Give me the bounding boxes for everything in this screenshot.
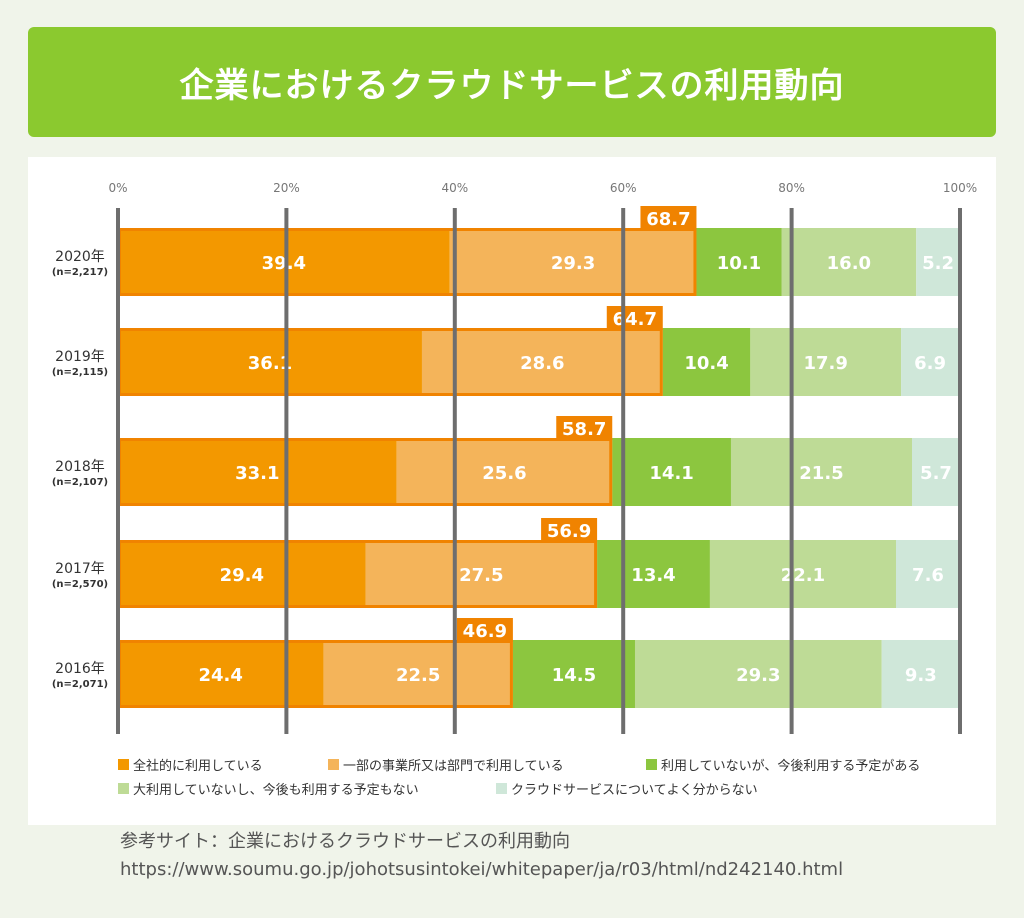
- bar-segment: [696, 228, 782, 296]
- bar-value-label: 33.1: [235, 463, 279, 484]
- chart-legend: 全社的に利用している 一部の事業所又は部門で利用している 利用していないが、今後…: [118, 752, 978, 800]
- bar-segment: [781, 228, 917, 296]
- legend-label: 全社的に利用している: [133, 758, 263, 774]
- legend-label: 一部の事業所又は部門で利用している: [343, 758, 564, 774]
- row-n-label: (n=2,217): [52, 267, 108, 278]
- bar-segment: [118, 328, 422, 396]
- usage-total-label: 58.7: [562, 419, 606, 440]
- source-label: 参考サイト：企業におけるクラウドサービスの利用動向: [120, 831, 570, 852]
- bar-segment: [118, 640, 324, 708]
- x-tick-label: 60%: [610, 181, 637, 195]
- bar-segment: [709, 540, 897, 608]
- legend-item-full-use: 全社的に利用している: [118, 755, 328, 774]
- bar-segment: [118, 540, 366, 608]
- row-n-label: (n=2,570): [52, 579, 108, 590]
- legend-swatch: [328, 758, 339, 770]
- bar-value-label: 36.1: [248, 353, 292, 374]
- legend-item-unknown: クラウドサービスについてよく分からない: [496, 779, 758, 798]
- bar-value-label: 14.1: [649, 463, 693, 484]
- bar-value-label: 22.1: [781, 565, 825, 586]
- bar-value-label: 5.2: [922, 253, 954, 274]
- usage-total-tag: [541, 518, 598, 542]
- row-n-label: (n=2,107): [52, 477, 108, 488]
- x-tick-label: 20%: [273, 181, 300, 195]
- usage-total-label: 64.7: [613, 309, 657, 330]
- legend-swatch: [646, 758, 657, 770]
- bar-value-label: 24.4: [199, 665, 243, 686]
- stacked-bar-chart: 0% 20% 40% 60% 80% 100% 39.4 29.3 10.1 16.0 5.2 68.…: [52, 181, 977, 734]
- usage-total-tag: [640, 206, 697, 230]
- bar-value-label: 29.4: [220, 565, 264, 586]
- bar-value-label: 25.6: [482, 463, 526, 484]
- bar-value-label: 10.4: [684, 353, 728, 374]
- bar-segment: [365, 540, 598, 608]
- legend-label: 大利用していないし、今後も利用する予定もない: [133, 782, 419, 798]
- row-year-label: 2018年: [55, 459, 105, 475]
- bar-segment: [912, 438, 960, 506]
- bar-segment: [881, 640, 960, 708]
- bar-segment: [901, 328, 960, 396]
- legend-item-plan-to-use: 利用していないが、今後利用する予定がある: [646, 755, 920, 774]
- row-year-label: 2020年: [55, 249, 105, 265]
- bar-segment: [512, 640, 635, 708]
- row-n-label: (n=2,115): [52, 367, 108, 378]
- x-tick-label: 100%: [943, 181, 977, 195]
- bar-value-label: 5.7: [920, 463, 952, 484]
- usage-total-tag: [556, 416, 613, 440]
- bar-segment: [449, 228, 697, 296]
- bar-segment: [730, 438, 913, 506]
- source-reference: 参考サイト：企業におけるクラウドサービスの利用動向 https://www.so…: [120, 828, 843, 884]
- bar-value-label: 22.5: [396, 665, 440, 686]
- bar-segment: [118, 228, 450, 296]
- bar-segment: [597, 540, 710, 608]
- bar-segment: [323, 640, 513, 708]
- legend-item-partial-use: 一部の事業所又は部門で利用している: [328, 755, 646, 774]
- legend-swatch: [496, 782, 507, 794]
- bar-segment: [916, 228, 960, 296]
- bar-segment: [896, 540, 960, 608]
- legend-item-no-plan: 大利用していないし、今後も利用する予定もない: [118, 779, 496, 798]
- legend-swatch: [118, 758, 129, 770]
- bar-value-label: 29.3: [551, 253, 595, 274]
- row-year-label: 2019年: [55, 349, 105, 365]
- usage-total-label: 68.7: [646, 209, 690, 230]
- bar-segment: [396, 438, 613, 506]
- source-url[interactable]: https://www.soumu.go.jp/johotsusintokei/…: [120, 859, 844, 880]
- x-tick-label: 0%: [108, 181, 127, 195]
- bar-value-label: 7.6: [912, 565, 944, 586]
- bar-value-label: 39.4: [262, 253, 306, 274]
- usage-total-label: 56.9: [547, 521, 591, 542]
- bar-segment: [662, 328, 751, 396]
- x-tick-label: 80%: [778, 181, 805, 195]
- bar-value-label: 10.1: [717, 253, 761, 274]
- row-year-label: 2017年: [55, 561, 105, 577]
- bar-value-label: 9.3: [905, 665, 937, 686]
- row-year-label: 2016年: [55, 661, 105, 677]
- bar-segment: [118, 438, 397, 506]
- bar-value-label: 17.9: [803, 353, 847, 374]
- bar-value-label: 6.9: [914, 353, 946, 374]
- bar-segment: [612, 438, 731, 506]
- bar-value-label: 14.5: [552, 665, 596, 686]
- x-tick-label: 40%: [441, 181, 468, 195]
- bar-segment: [750, 328, 902, 396]
- bar-value-label: 27.5: [459, 565, 503, 586]
- bar-value-label: 21.5: [799, 463, 843, 484]
- bar-segment: [634, 640, 882, 708]
- bar-value-label: 16.0: [827, 253, 871, 274]
- legend-label: 利用していないが、今後利用する予定がある: [661, 758, 921, 774]
- usage-total-tag: [606, 306, 663, 330]
- usage-total-tag: [456, 618, 513, 642]
- legend-swatch: [118, 782, 129, 794]
- row-n-label: (n=2,071): [52, 679, 108, 690]
- chart-title: 企業におけるクラウドサービスの利用動向: [28, 27, 996, 137]
- usage-total-label: 46.9: [463, 621, 507, 642]
- bar-value-label: 29.3: [736, 665, 780, 686]
- bar-value-label: 13.4: [631, 565, 675, 586]
- bar-value-label: 28.6: [520, 353, 564, 374]
- legend-label: クラウドサービスについてよく分からない: [511, 782, 758, 798]
